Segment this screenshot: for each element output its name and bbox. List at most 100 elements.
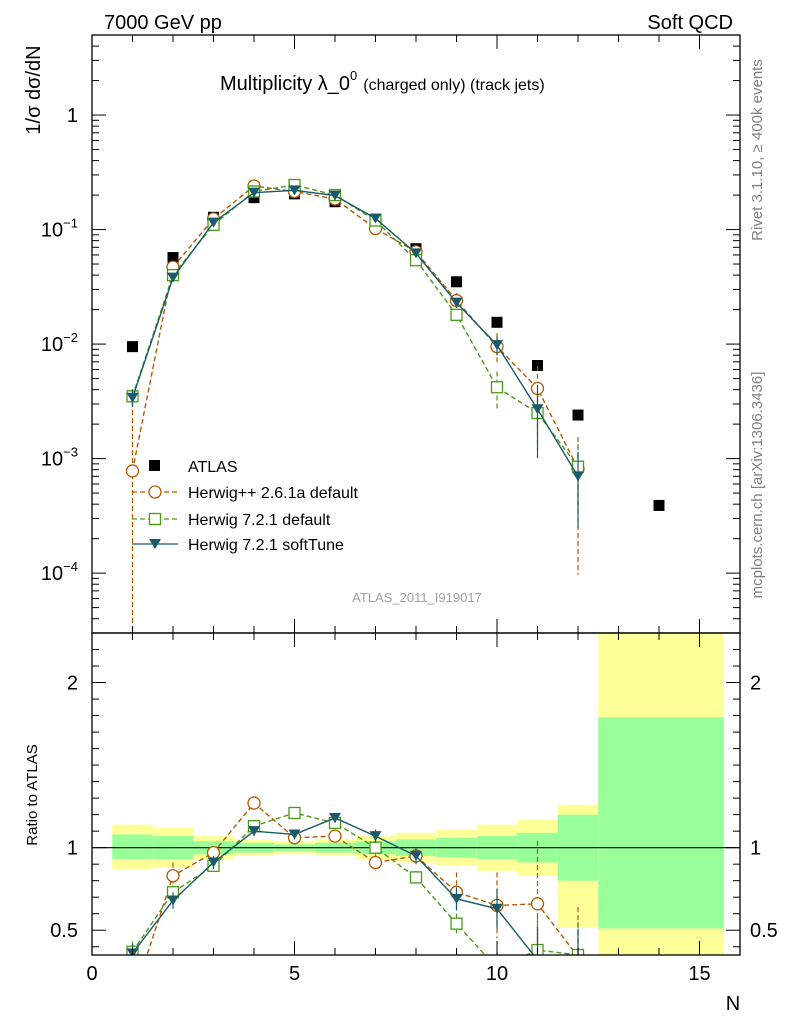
y-axis-label-top: 1/σ dσ/dN (23, 45, 45, 134)
ratio-point-1-10 (530, 897, 545, 911)
point-3-3 (248, 187, 260, 198)
ratio-line-1 (146, 802, 578, 955)
ratio-point-1-1 (166, 869, 180, 883)
ratio-line-2 (131, 812, 579, 955)
legend-item-atlas: ATLAS (149, 459, 238, 476)
y-tick-exp-0: −4 (63, 559, 78, 574)
point-1-0 (125, 464, 140, 478)
ratio-point-2-8 (450, 917, 463, 930)
legend-label-herwigpp: Herwig++ 2.6.1a default (188, 485, 358, 502)
ratio-point-3-1 (167, 895, 179, 906)
point-0-0 (127, 341, 138, 353)
main-plot (125, 178, 665, 633)
plot-title: Multiplicity λ_00 (charged only) (track j… (220, 68, 545, 95)
legend: ATLAS Herwig++ 2.6.1a default Herwig 7.2… (132, 459, 358, 554)
legend-marker-herwig7-default (148, 512, 162, 526)
ratio-point-1-5 (328, 829, 342, 843)
x-tick-label-5: 5 (289, 963, 300, 985)
y-tick-exp-1: −3 (63, 445, 78, 460)
side-label-bottom: mcplots.cern.ch [arXiv:1306.3436] (749, 372, 766, 599)
point-3-5 (329, 190, 341, 201)
point-0-8 (451, 276, 462, 288)
band-inner-0 (112, 834, 153, 860)
ratio-point-3-6 (369, 831, 382, 842)
header-left: 7000 GeV pp (104, 12, 222, 34)
y-tick-label-top-0: 10−4 (41, 559, 78, 585)
y-axis-label-ratio: Ratio to ATLAS (24, 744, 41, 845)
series-3 (126, 185, 584, 528)
y-tick-label-ratio-right-1: 1 (750, 838, 761, 860)
ratio-point-2-7 (409, 871, 423, 884)
x-axis-label: N (726, 993, 740, 1015)
ratio-point-3-7 (410, 850, 422, 861)
y-tick-label-ratio-1: 1 (67, 838, 78, 860)
ratio-point-1-0 (127, 993, 139, 1005)
band-inner-12 (598, 717, 724, 929)
y-tick-base-2: 10 (41, 334, 63, 356)
point-3-8 (450, 297, 463, 308)
series-line-1 (131, 185, 579, 472)
legend-marker-atlas (149, 460, 160, 471)
legend-item-herwig7-softtune: Herwig 7.2.1 softTune (132, 537, 344, 554)
ratio-point-3-11 (572, 957, 584, 967)
point-0-12 (653, 499, 665, 511)
ratio-point-1-6 (368, 855, 383, 870)
side-label-top: Rivet 3.1.10, ≥ 400k events (749, 59, 766, 241)
header-right: Soft QCD (647, 12, 733, 34)
y-tick-label-top-3: 10−1 (41, 216, 78, 242)
point-3-2 (207, 217, 220, 228)
point-3-6 (369, 213, 382, 224)
point-3-4 (288, 185, 301, 196)
x-tick-label-0: 0 (86, 963, 97, 985)
svg-text:Multiplicity λ_00(charged only: Multiplicity λ_00 (charged only) (track j… (220, 68, 545, 95)
series-line-3 (131, 189, 579, 477)
legend-item-herwig7-default: Herwig 7.2.1 default (132, 512, 331, 529)
y-tick-base-4: 1 (67, 105, 78, 127)
uncertainty-bands (112, 633, 724, 955)
title-sup: 0 (350, 68, 357, 83)
y-tick-label-top-4: 1 (67, 105, 78, 127)
point-0-1 (167, 252, 179, 264)
y-tick-label-ratio-right-2: 2 (750, 673, 761, 695)
point-3-10 (531, 404, 544, 415)
legend-marker-herwig7-softtune (149, 539, 161, 549)
point-0-10 (532, 360, 543, 372)
legend-marker-herwigpp (148, 485, 162, 499)
y-tick-base-1: 10 (41, 449, 63, 471)
ratio-point-3-8 (450, 893, 463, 904)
ratio-point-3-4 (288, 829, 301, 840)
y-tick-exp-2: −2 (63, 330, 78, 345)
ratio-point-3-9 (491, 903, 503, 914)
y-tick-label-ratio-2: 2 (67, 673, 78, 695)
x-tick-label-15: 15 (688, 963, 710, 985)
watermark: ATLAS_2011_I919017 (352, 590, 482, 605)
y-tick-label-ratio-right-0: 0.5 (750, 920, 778, 942)
y-tick-base-0: 10 (41, 563, 63, 585)
ratio-line-3 (131, 817, 535, 955)
legend-item-herwigpp: Herwig++ 2.6.1a default (132, 485, 358, 502)
point-2-9 (490, 381, 504, 394)
x-tick-label-10: 10 (486, 963, 508, 985)
legend-label-herwig7-softtune: Herwig 7.2.1 softTune (188, 537, 344, 554)
legend-label-herwig7-default: Herwig 7.2.1 default (188, 512, 331, 529)
point-3-9 (491, 340, 503, 351)
point-3-1 (167, 272, 179, 283)
point-3-7 (410, 248, 422, 259)
title-suffix: (charged only) (track jets) (363, 77, 544, 94)
y-tick-label-ratio-0: 0.5 (50, 920, 78, 942)
ratio-point-2-6 (369, 841, 382, 854)
ratio-point-1-3 (247, 796, 261, 810)
ratio-point-3-2 (207, 857, 220, 868)
ratio-series-3 (126, 812, 584, 967)
ratio-point-3-10 (531, 954, 544, 955)
point-3-0 (126, 392, 139, 403)
y-tick-label-top-2: 10−2 (41, 330, 78, 356)
ratio-point-2-4 (288, 806, 301, 820)
ratio-point-3-3 (248, 826, 260, 837)
point-3-11 (572, 471, 584, 482)
point-2-8 (450, 308, 463, 321)
point-0-11 (572, 409, 584, 421)
title-main: Multiplicity λ_0 (220, 73, 350, 95)
